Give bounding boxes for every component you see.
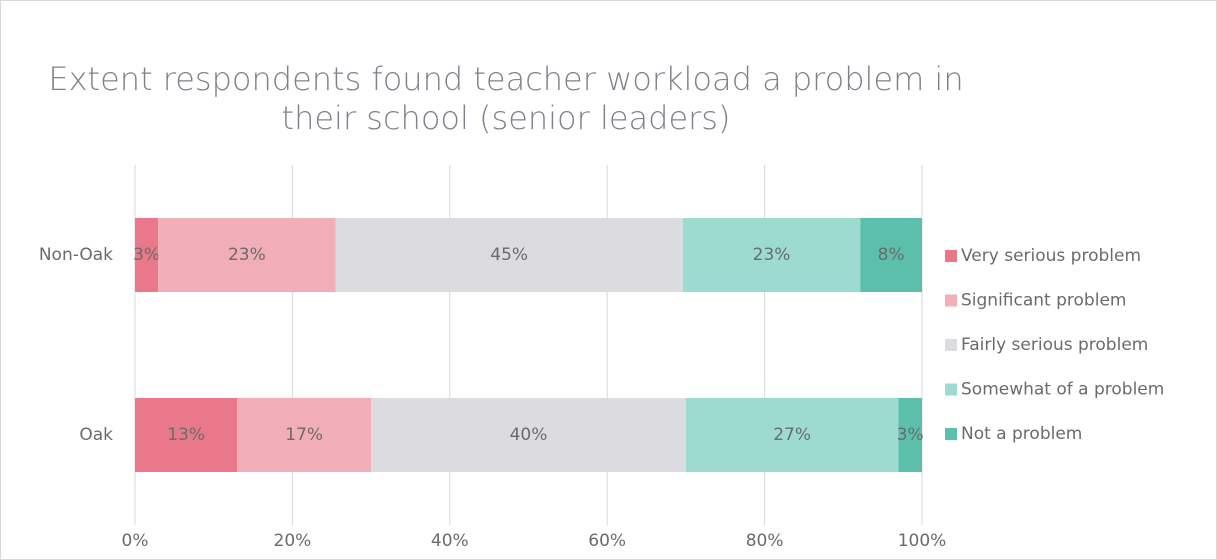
legend-swatch xyxy=(945,294,957,307)
y-tick-label: Non-Oak xyxy=(39,245,113,265)
legend-label: Fairly serious problem xyxy=(961,335,1148,355)
legend-swatch xyxy=(945,250,957,262)
bar-segment xyxy=(860,218,922,292)
bar-segment xyxy=(237,398,372,472)
data-label: 8% xyxy=(878,245,905,265)
data-label: 17% xyxy=(285,425,323,445)
bar-segment xyxy=(898,398,922,472)
legend-label: Not a problem xyxy=(961,424,1082,444)
bar-segment xyxy=(135,218,159,292)
x-tick-label: 0% xyxy=(122,531,149,551)
data-label: 3% xyxy=(133,245,160,265)
legend-swatch xyxy=(945,383,957,396)
bar-segment xyxy=(371,398,686,472)
data-label: 27% xyxy=(773,425,811,445)
data-label: 23% xyxy=(228,245,266,265)
data-label: 23% xyxy=(753,245,791,265)
data-label: 13% xyxy=(167,425,205,445)
x-tick-label: 40% xyxy=(431,531,469,551)
data-label: 45% xyxy=(490,245,528,265)
data-label: 3% xyxy=(897,425,924,445)
chart-title: Extent respondents found teacher workloa… xyxy=(48,60,964,137)
bar-segment xyxy=(685,398,899,472)
legend-label: Somewhat of a problem xyxy=(961,380,1164,400)
y-tick-label: Oak xyxy=(79,425,113,445)
bar-segment xyxy=(335,218,683,292)
x-tick-label: 60% xyxy=(588,531,626,551)
x-tick-label: 20% xyxy=(274,531,312,551)
x-tick-label: 100% xyxy=(898,531,947,551)
data-label: 40% xyxy=(510,425,548,445)
legend-swatch xyxy=(945,339,957,351)
bar-segment xyxy=(158,218,336,292)
bar-segment xyxy=(682,218,861,292)
legend-label: Very serious problem xyxy=(961,246,1141,266)
bar-segment xyxy=(135,398,238,472)
legend-label: Significant problem xyxy=(961,291,1126,311)
legend-swatch xyxy=(945,428,957,440)
x-tick-label: 80% xyxy=(746,531,784,551)
